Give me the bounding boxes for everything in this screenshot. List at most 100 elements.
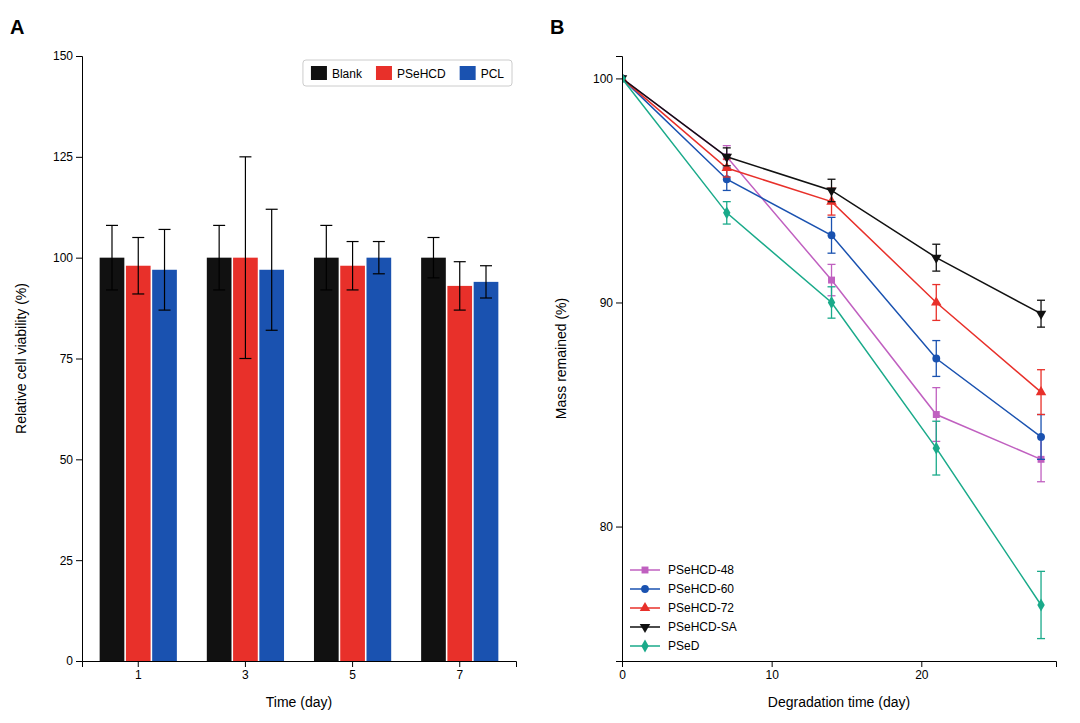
plot-area — [622, 72, 1046, 639]
line — [622, 78, 1041, 459]
tick-mark — [76, 56, 82, 57]
legend-item: PSeD — [630, 639, 700, 653]
error-bar — [159, 229, 171, 310]
legend-marker — [640, 624, 651, 633]
legend-marker — [640, 602, 651, 611]
legend-item: Blank — [311, 66, 363, 81]
tick: 5 — [349, 661, 356, 682]
error-bars — [106, 225, 439, 290]
legend-label: PSeHCD-60 — [668, 582, 734, 596]
series — [126, 258, 472, 661]
tick-mark — [616, 78, 622, 79]
marker — [1037, 433, 1045, 441]
tick: 3 — [242, 661, 249, 682]
legend-label: Blank — [332, 67, 363, 81]
tick: 80 — [600, 520, 622, 534]
error-bar — [106, 225, 118, 290]
title: A — [10, 16, 24, 38]
marker — [931, 296, 942, 305]
axis-line — [83, 662, 517, 668]
tick-mark — [616, 302, 622, 303]
x-axis: 0 10 20 — [619, 661, 1056, 682]
marker — [931, 255, 942, 264]
tick-label: 50 — [60, 453, 74, 467]
legend-item: PSeHCD-SA — [630, 620, 737, 634]
error-bar — [347, 242, 359, 290]
tick-label: 3 — [242, 668, 249, 682]
error-bar — [723, 202, 731, 224]
error-bar — [480, 266, 492, 298]
tick-label: 1 — [135, 668, 142, 682]
bar — [126, 266, 151, 661]
tick: 20 — [915, 661, 929, 682]
x-axis-title: Degradation time (day) — [768, 694, 910, 710]
legend-label: PSeHCD-48 — [668, 563, 734, 577]
tick-label: 125 — [53, 150, 73, 164]
legend-swatch — [311, 66, 327, 80]
series — [622, 75, 1045, 482]
legend-label: PSeHCD — [397, 67, 446, 81]
tick: 0 — [66, 654, 82, 668]
tick-label: 75 — [60, 352, 74, 366]
legend-frame — [303, 60, 512, 86]
series — [152, 258, 498, 661]
tick: 100 — [593, 72, 622, 86]
plot-area — [100, 157, 499, 661]
axis-line — [76, 57, 83, 662]
tick-label: 10 — [765, 668, 779, 682]
tick-label: 5 — [349, 668, 356, 682]
panel: ATime (day)Relative cell viability (%)13… — [10, 16, 517, 710]
marker — [933, 411, 940, 418]
marker — [1036, 386, 1047, 395]
error-bar — [828, 217, 836, 253]
bar — [474, 282, 499, 661]
tick-label: 25 — [60, 554, 74, 568]
error-bar — [213, 225, 225, 290]
tick-label: 20 — [915, 668, 929, 682]
tick: 75 — [60, 352, 82, 366]
panel: BDegradation time (day)Mass remained (%)… — [550, 16, 1057, 710]
error-bar — [1037, 571, 1045, 638]
tick-label: 0 — [66, 654, 73, 668]
error-bar — [454, 262, 466, 310]
error-bars — [132, 157, 465, 359]
tick-mark — [352, 661, 353, 667]
line — [622, 78, 1041, 313]
error-bar — [828, 287, 836, 318]
tick-label: 7 — [456, 668, 463, 682]
tick-label: 100 — [593, 72, 613, 86]
tick-label: 0 — [619, 668, 626, 682]
marker — [1037, 599, 1044, 612]
line — [622, 78, 1041, 605]
tick-label: 90 — [600, 296, 614, 310]
axis-line — [623, 662, 1057, 668]
legend: PSeHCD-48PSeHCD-60PSeHCD-72PSeHCD-SAPSeD — [630, 563, 737, 653]
tick-mark — [459, 661, 460, 667]
series — [622, 72, 1046, 414]
error-bar — [132, 238, 144, 294]
bar — [447, 286, 472, 661]
bar — [152, 270, 177, 661]
error-bar — [932, 341, 940, 377]
legend-label: PSeHCD-SA — [668, 620, 737, 634]
y-axis-title: Mass remained (%) — [553, 298, 569, 419]
legend-item: PCL — [460, 66, 505, 81]
legend: Blank PSeHCD PCL — [303, 60, 512, 86]
series — [622, 74, 1045, 459]
y-axis: 0255075100125150 — [53, 49, 83, 668]
bar — [207, 258, 232, 661]
tick-mark — [921, 661, 922, 667]
marker — [828, 296, 835, 309]
legend-label: PSeD — [668, 639, 700, 653]
series — [622, 75, 1046, 327]
tick-label: 100 — [53, 251, 73, 265]
error-bar — [373, 242, 385, 274]
tick-mark — [772, 661, 773, 667]
axis-line — [616, 57, 623, 662]
tick-mark — [76, 157, 82, 158]
legend-marker — [642, 567, 649, 574]
y-axis: 80 90 100 — [593, 57, 623, 662]
tick: 100 — [53, 251, 82, 265]
tick-mark — [76, 459, 82, 460]
error-bar — [932, 421, 940, 475]
